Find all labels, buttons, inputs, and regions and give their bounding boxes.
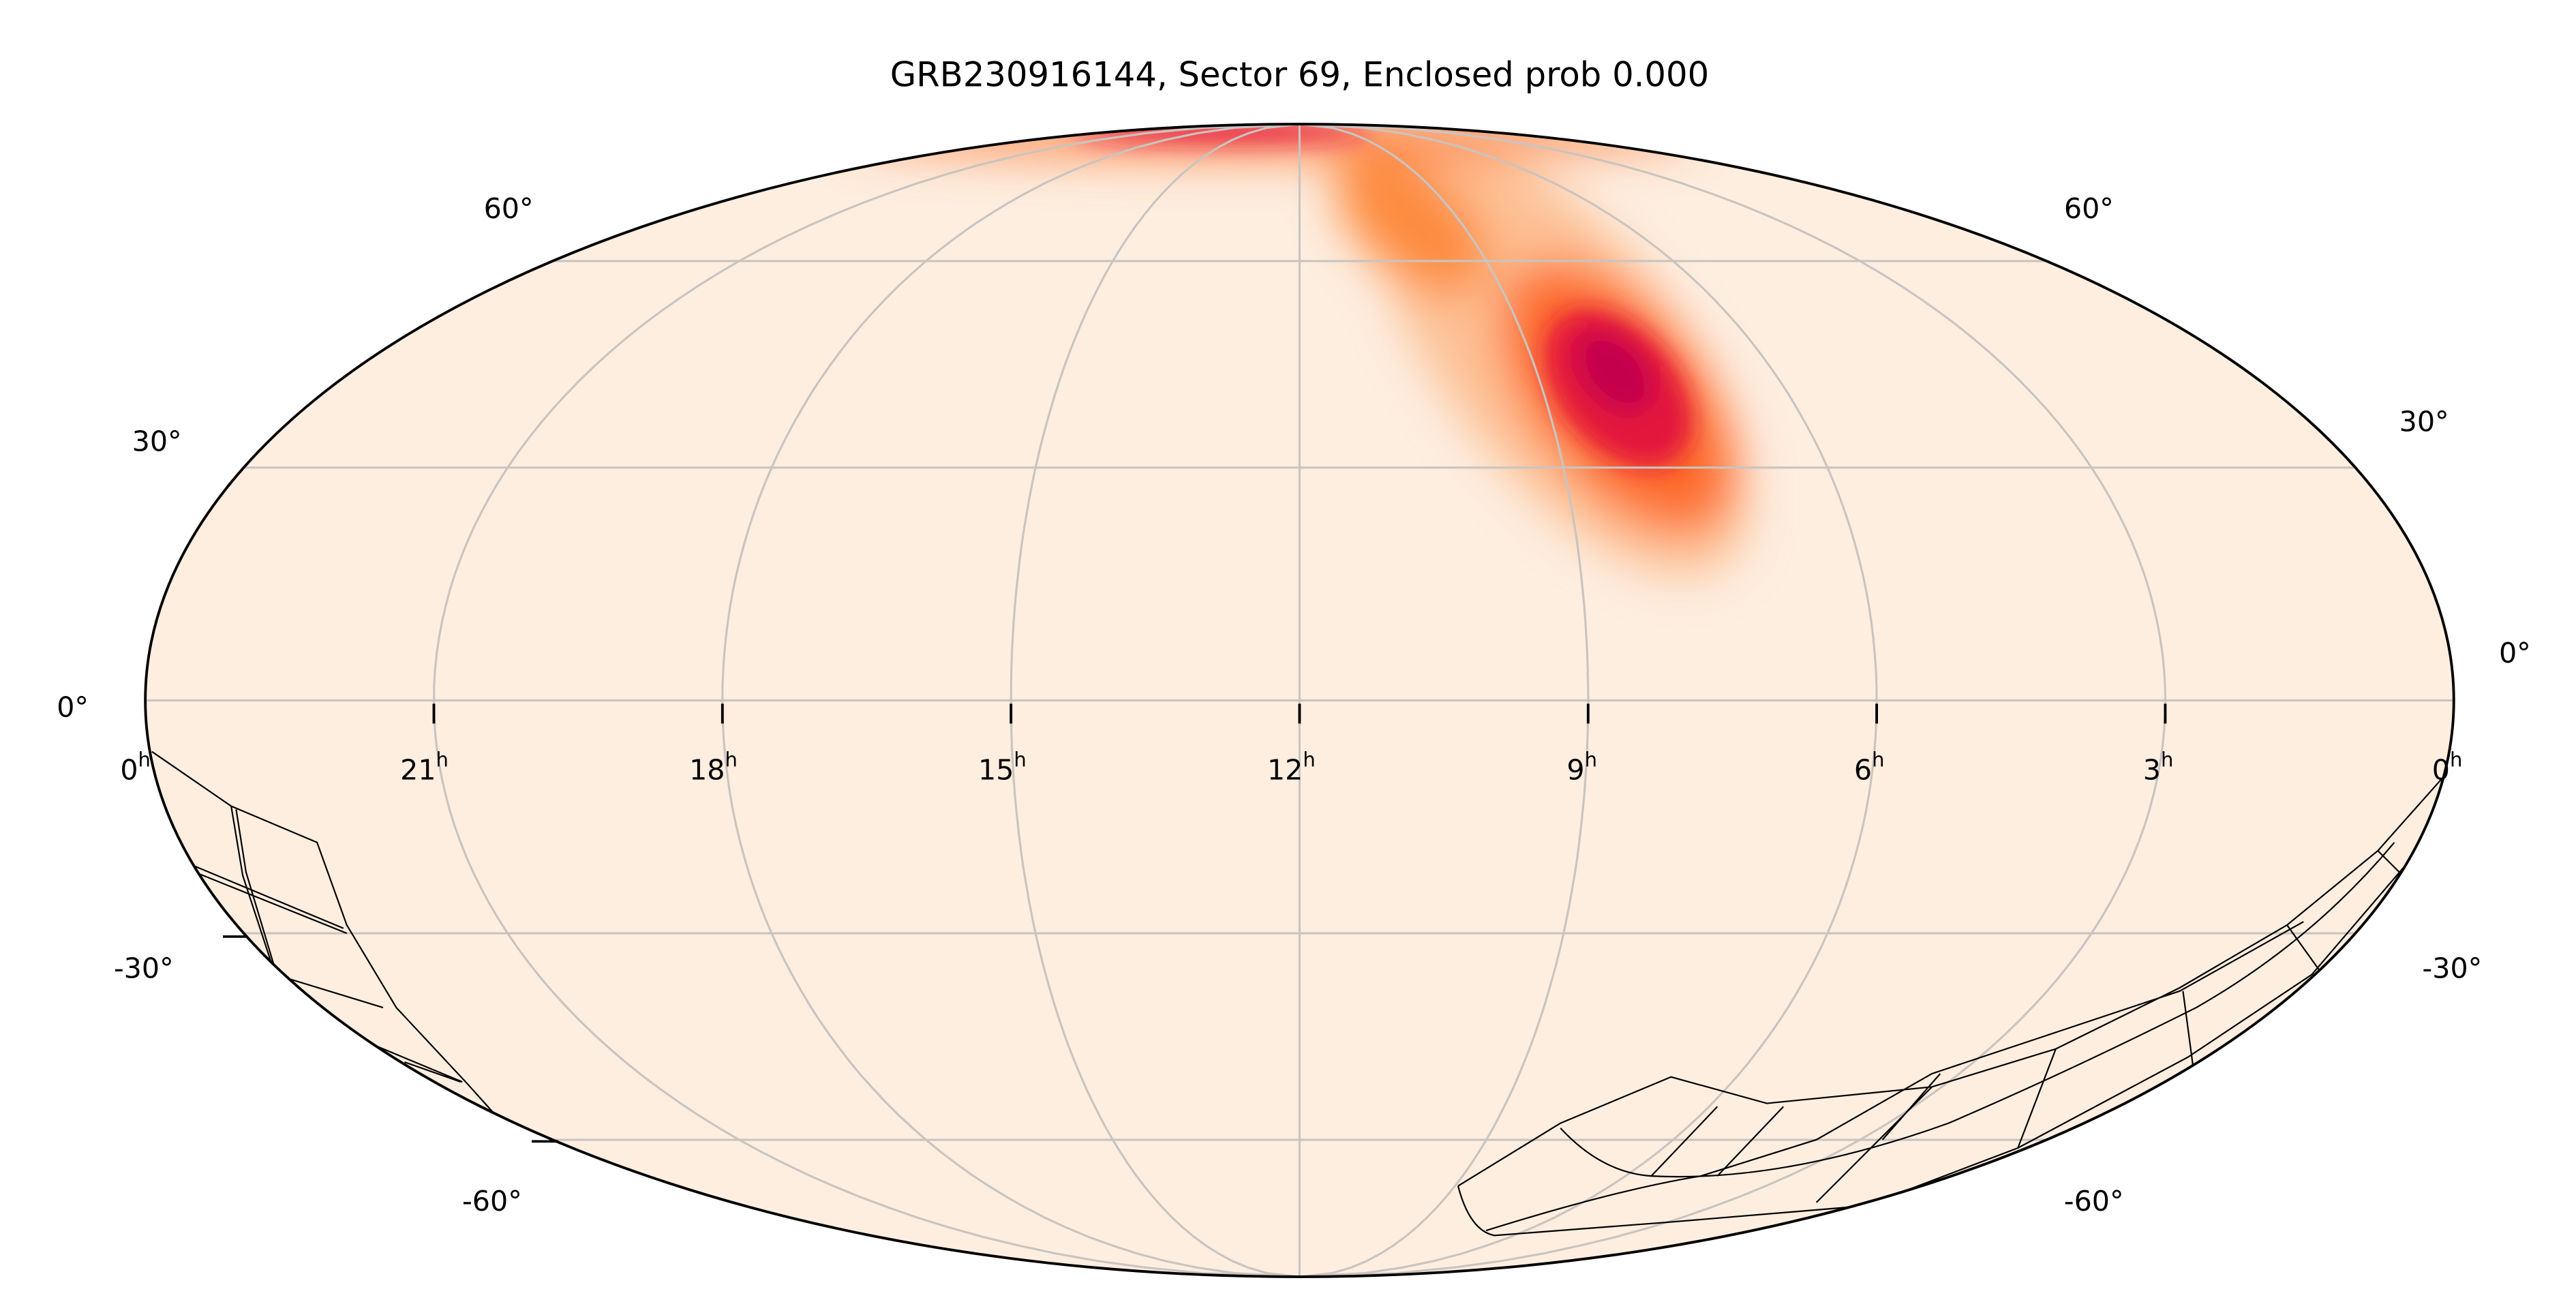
ra-label: 0h xyxy=(2432,748,2463,786)
ra-label: 18h xyxy=(689,748,738,786)
tess-footprints xyxy=(151,751,2445,1237)
ra-gridline xyxy=(433,124,1300,1277)
prob-tail xyxy=(1335,153,1489,293)
dec-label-left: 30° xyxy=(132,425,182,458)
sky-boundary xyxy=(144,123,2455,1278)
footprint-right xyxy=(1457,776,2445,1237)
dec-label-left: 0° xyxy=(57,691,89,724)
ra-label: 21h xyxy=(400,748,449,786)
dec-label-right: 60° xyxy=(2064,192,2114,225)
ra-label: 15h xyxy=(978,748,1027,786)
dec-label-left: -60° xyxy=(462,1185,522,1218)
ra-label: 12h xyxy=(1267,748,1316,786)
prob-peak xyxy=(1577,331,1653,412)
ra-label: 6h xyxy=(1854,748,1885,786)
dec-label-right: 0° xyxy=(2499,637,2531,669)
ra-gridline xyxy=(1299,124,2167,1277)
graticule xyxy=(145,124,2454,1277)
ra-gridline xyxy=(1010,124,1300,1277)
dec-label-left: 60° xyxy=(484,192,534,225)
chart-title: GRB230916144, Sector 69, Enclosed prob 0… xyxy=(890,55,1709,94)
ra-label: 0h xyxy=(120,748,151,786)
dec-label-right: -60° xyxy=(2064,1185,2124,1218)
dec-label-right: -30° xyxy=(2422,952,2482,984)
dec-label-left: -30° xyxy=(114,952,174,984)
ra-tick-marks xyxy=(432,704,2167,724)
dec-label-right: 30° xyxy=(2399,406,2449,438)
ra-gridline xyxy=(1299,124,1590,1277)
ra-label: 9h xyxy=(1566,748,1597,786)
ra-label: 3h xyxy=(2143,748,2174,786)
ra-gridline xyxy=(721,124,1300,1277)
ra-gridline xyxy=(1299,124,1878,1277)
